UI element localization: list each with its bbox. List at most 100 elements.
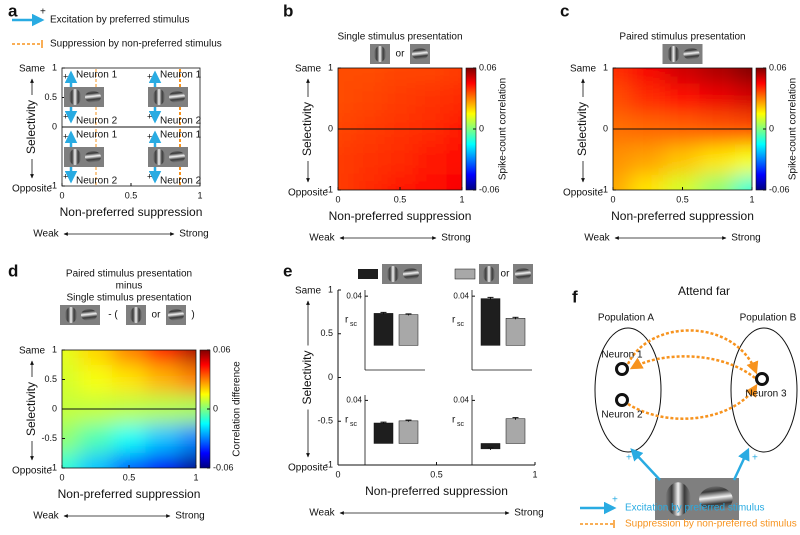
y-direction-label: Same — [19, 64, 46, 75]
icon-text: - ( — [108, 310, 118, 321]
suppression-arrow — [627, 383, 758, 420]
stimulus-icon — [60, 305, 100, 325]
sign: + — [40, 7, 46, 18]
panel-letter: f — [572, 287, 578, 306]
heat-cell — [734, 83, 752, 114]
heat-cell — [734, 68, 752, 84]
neuron — [615, 393, 629, 407]
excitation-arrow — [630, 448, 661, 481]
stimulus-image — [148, 147, 188, 167]
x-direction-label: Strong — [514, 508, 543, 519]
y-tick-label: 1 — [52, 62, 57, 72]
x-direction-label: Weak — [33, 229, 59, 240]
heat-cell — [145, 423, 180, 454]
x-tick-label: 0 — [59, 190, 64, 200]
x-axis-title: Non-preferred suppression — [365, 484, 508, 498]
panel-title: minus — [116, 281, 143, 292]
neuron — [615, 362, 629, 376]
neuron-label: Neuron 2 — [160, 116, 202, 127]
subplot-y-title: r — [345, 415, 349, 426]
stimulus-icon — [166, 305, 186, 325]
x-tick-label: 0 — [59, 472, 64, 482]
y-direction-label: Opposite — [12, 466, 52, 477]
heat-cell — [353, 68, 385, 84]
neuron-label: Neuron 1 — [76, 130, 118, 141]
y-axis-title: Selectivity — [300, 102, 314, 156]
heatmap — [613, 68, 752, 190]
heat-cell — [630, 68, 666, 84]
y-direction-label: Opposite — [12, 184, 52, 195]
group-label: Population B — [740, 313, 797, 324]
stimulus-icon — [382, 264, 422, 284]
sign: + — [63, 71, 68, 81]
x-tick-label: 1 — [532, 469, 537, 479]
heat-cell — [112, 364, 146, 395]
y-tick-label: -1 — [325, 184, 333, 194]
x-direction-label: Strong — [175, 511, 204, 522]
panel-title: Paired stimulus presentation — [619, 32, 745, 43]
icon-text: or — [152, 310, 162, 321]
bar — [373, 422, 394, 444]
heat-cell — [384, 68, 416, 84]
neuron-label: Neuron 2 — [601, 410, 643, 421]
x-direction-label: Weak — [309, 508, 335, 519]
legend-or: or — [501, 269, 511, 280]
heat-cell — [613, 144, 631, 175]
bar — [505, 318, 526, 346]
colorbar-tick-label: -0.06 — [479, 184, 500, 194]
heat-cell — [446, 174, 462, 190]
x-tick-label: 0.5 — [125, 190, 138, 200]
population-b — [730, 327, 798, 453]
sign: + — [63, 131, 68, 141]
heat-cell — [446, 68, 462, 84]
heat-cell — [62, 423, 79, 454]
sign: + — [147, 111, 152, 121]
y-tick-label: 0 — [328, 372, 333, 382]
heatmap-cells — [338, 68, 462, 190]
suppression-arrow — [626, 329, 759, 375]
x-axis-title: Non-preferred suppression — [611, 209, 754, 223]
colorbar-tick-label: 0.06 — [479, 62, 497, 72]
x-tick-label: 1 — [193, 472, 198, 482]
y-direction-label: Opposite — [288, 463, 328, 474]
neuron — [755, 372, 769, 386]
heat-cell — [338, 68, 354, 84]
x-direction-label: Weak — [33, 511, 59, 522]
stimulus-icon — [126, 305, 146, 325]
stimulus-image — [655, 478, 739, 520]
y-tick-label: 0.5 — [320, 328, 333, 338]
population-a — [594, 327, 662, 453]
y-direction-label: Opposite — [563, 188, 603, 199]
heat-cell — [78, 453, 113, 468]
x-tick-label: 0.5 — [676, 194, 689, 204]
panel-title: Paired stimulus presentation — [66, 269, 192, 280]
diagram-title: Attend far — [678, 284, 730, 298]
heat-cell — [62, 453, 79, 468]
legend-label: Excitation by preferred stimulus — [50, 15, 190, 26]
subplot-tick-label: 0.04 — [346, 291, 362, 300]
heat-cell — [699, 83, 735, 114]
heat-cell — [338, 174, 354, 190]
x-tick-label: 1 — [197, 190, 202, 200]
heat-cell — [665, 144, 700, 175]
sign: + — [147, 131, 152, 141]
y-tick-label: -0.5 — [41, 433, 57, 443]
subplot-tick-label: 0.04 — [453, 395, 469, 404]
colorbar-tick-label: -0.06 — [213, 462, 234, 472]
colorbar-tick-label: 0 — [479, 123, 484, 133]
heat-cell — [353, 144, 385, 175]
subplot-tick-label: 0.04 — [453, 291, 469, 300]
heat-cell — [384, 83, 416, 114]
heat-cell — [613, 68, 631, 84]
y-tick-label: 1 — [603, 62, 608, 72]
y-direction-label: Same — [570, 64, 597, 75]
colorbar-tick-label: 0 — [769, 123, 774, 133]
neuron-label: Neuron 3 — [745, 389, 787, 400]
y-tick-label: -0.5 — [317, 416, 333, 426]
x-tick-label: 0.5 — [394, 194, 407, 204]
heat-cell — [78, 350, 113, 365]
heat-cell — [145, 364, 180, 395]
neuron-label: Neuron 2 — [160, 176, 202, 187]
y-direction-label: Same — [295, 64, 322, 75]
heat-cell — [145, 350, 180, 365]
